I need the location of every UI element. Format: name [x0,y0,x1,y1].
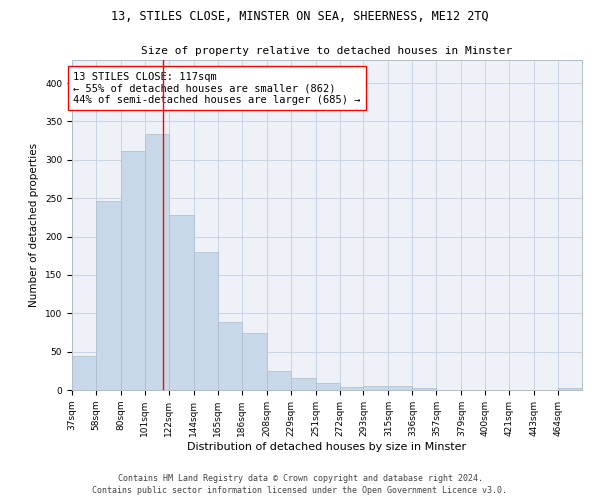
X-axis label: Distribution of detached houses by size in Minster: Distribution of detached houses by size … [187,442,467,452]
Text: 13, STILES CLOSE, MINSTER ON SEA, SHEERNESS, ME12 2TQ: 13, STILES CLOSE, MINSTER ON SEA, SHEERN… [111,10,489,23]
Bar [145,134,169,390]
Bar [72,356,96,390]
Bar [266,371,290,390]
Bar [558,388,582,390]
Bar [121,152,145,390]
Bar [218,322,242,390]
Y-axis label: Number of detached properties: Number of detached properties [29,143,40,307]
Text: Contains HM Land Registry data © Crown copyright and database right 2024.
Contai: Contains HM Land Registry data © Crown c… [92,474,508,495]
Bar [388,386,412,390]
Bar [364,386,388,390]
Bar [194,252,218,390]
Title: Size of property relative to detached houses in Minster: Size of property relative to detached ho… [142,46,512,56]
Bar [290,378,316,390]
Bar [316,383,340,390]
Bar [96,201,121,390]
Bar [169,215,194,390]
Bar [242,333,266,390]
Text: 13 STILES CLOSE: 117sqm
← 55% of detached houses are smaller (862)
44% of semi-d: 13 STILES CLOSE: 117sqm ← 55% of detache… [73,72,361,104]
Bar [412,388,436,390]
Bar [340,387,364,390]
